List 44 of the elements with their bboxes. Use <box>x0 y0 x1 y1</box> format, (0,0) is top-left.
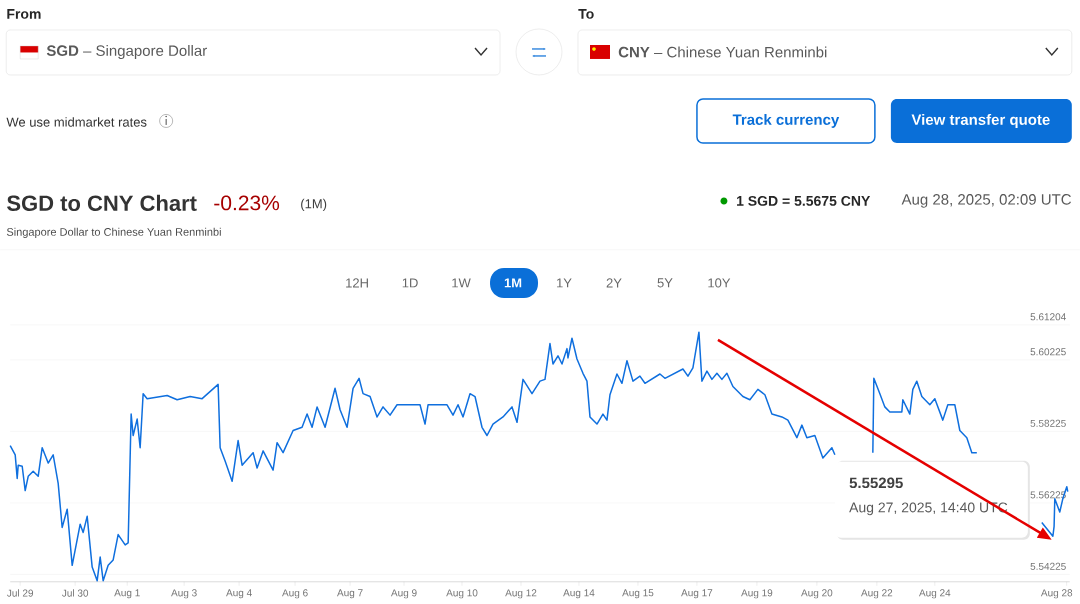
text: Aug 28, 2025, 02:09 UTC <box>901 194 1072 208</box>
text: 10Y <box>708 278 731 288</box>
text: (1M) <box>301 198 327 212</box>
y-tick-label: 5.58225 <box>1030 419 1066 427</box>
chart-title: SGD to CNY Chart <box>7 194 197 212</box>
text: 1D <box>402 278 418 288</box>
text: SGD – Singapore Dollar <box>46 45 207 60</box>
x-tick-label: Aug 19 <box>741 589 773 599</box>
x-tick-label: Aug 6 <box>282 589 308 599</box>
x-tick-label: Aug 10 <box>446 589 478 599</box>
text: 5Y <box>657 278 673 288</box>
text: View transfer quote <box>911 114 1050 129</box>
x-tick-label: Jul 30 <box>62 589 89 597</box>
x-tick-label: Aug 7 <box>337 589 363 599</box>
x-tick-label: Aug 24 <box>919 589 951 599</box>
x-tick-label: Jul 29 <box>7 589 34 597</box>
x-tick-label: Aug 17 <box>681 589 713 599</box>
text: 1M <box>504 278 522 288</box>
x-tick-label: Aug 1 <box>114 589 140 599</box>
text: 12H <box>346 278 368 288</box>
text: -0.23% <box>214 195 280 211</box>
text: From <box>7 9 41 19</box>
x-tick-label: Aug 14 <box>563 589 595 599</box>
x-tick-label: Aug 4 <box>226 589 252 599</box>
text: We use midmarket rates <box>6 117 147 127</box>
y-tick-label: 5.60225 <box>1030 348 1066 356</box>
x-tick-label: Aug 9 <box>390 589 417 599</box>
annotation: 5.55295 <box>849 477 903 489</box>
text: 2Y <box>606 278 622 288</box>
text: 1W <box>452 278 471 288</box>
x-tick-label: Aug 22 <box>861 589 893 599</box>
x-tick-label: Aug 15 <box>622 589 654 599</box>
x-tick-label: Aug 20 <box>801 589 833 599</box>
x-tick-label: Aug 28 <box>1040 589 1073 599</box>
text: CNY – Chinese Yuan Renminbi <box>618 46 827 58</box>
chart-subtitle: Singapore Dollar to Chinese Yuan Renminbi <box>6 227 221 239</box>
x-tick-label: Aug 12 <box>505 589 537 599</box>
x-tick-label: Aug 3 <box>171 589 197 599</box>
text: 1 SGD = 5.5675 CNY <box>737 196 871 206</box>
y-tick-label: 5.61204 <box>1030 313 1066 321</box>
text: Track currency <box>732 114 840 129</box>
text: 1Y <box>557 278 572 288</box>
text: To <box>578 9 594 19</box>
y-tick-label: 5.54225 <box>1030 562 1066 571</box>
